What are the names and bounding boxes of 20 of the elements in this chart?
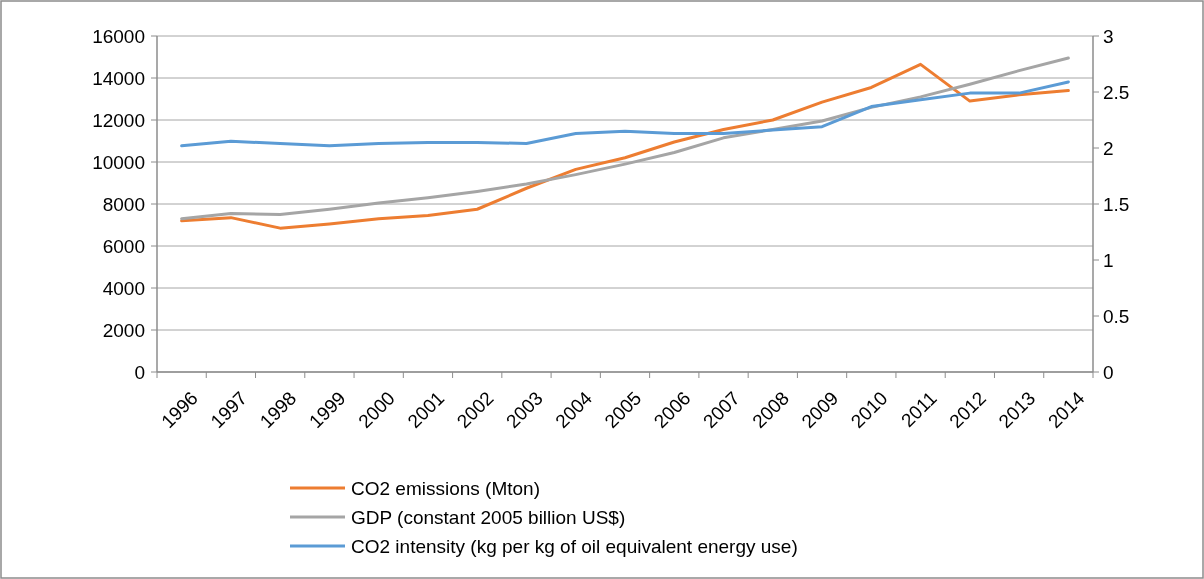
y2-tick-label: 2 [1103,137,1114,159]
y2-tick-label: 1 [1103,249,1114,271]
line-series [180,80,1070,148]
y-tick-label: 0 [134,361,145,383]
y-tick-label: 16000 [92,25,145,47]
legend-label: GDP (constant 2005 billion US$) [351,506,626,528]
y2-tick-label: 3 [1103,25,1114,47]
y-tick-label: 8000 [102,193,145,215]
y2-tick-label: 0.5 [1103,305,1130,327]
y-tick-label: 4000 [102,277,145,299]
y2-tick-label: 1.5 [1103,193,1130,215]
legend-label: CO2 intensity (kg per kg of oil equivalent energy use) [351,535,798,557]
y-tick-label: 10000 [92,151,145,173]
y-tick-label: 2000 [102,319,145,341]
y-tick-label: 14000 [92,67,145,89]
y2-tick-label: 2.5 [1103,81,1130,103]
y-tick-label: 12000 [92,109,145,131]
legend-label: CO2 emissions (Mton) [351,477,540,499]
y2-tick-label: 0 [1103,361,1114,383]
y-tick-label: 6000 [102,235,145,257]
